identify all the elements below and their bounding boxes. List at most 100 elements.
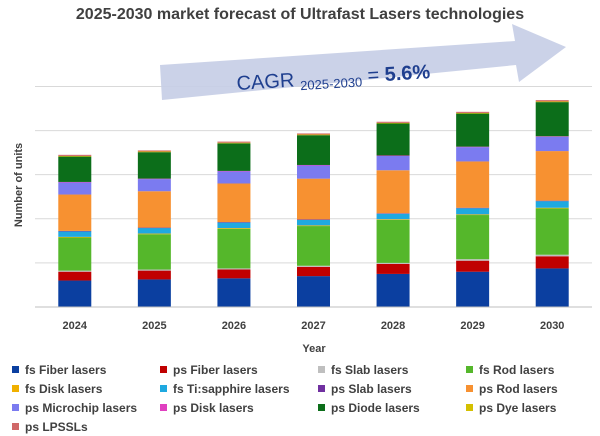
bar-segment [376, 264, 410, 274]
bar-stack-2030 [535, 100, 569, 307]
bar-segment [535, 207, 569, 209]
bar-stack-2027 [297, 133, 330, 308]
bar-segment [535, 136, 569, 152]
bar-segment [535, 151, 569, 201]
x-tick-labels: 2024 2025 2026 2027 2028 2029 2030 [63, 320, 565, 332]
x-tick-label: 2029 [460, 320, 484, 332]
legend-swatch [12, 366, 19, 373]
bar-segment [58, 236, 92, 238]
bar-segment [58, 270, 92, 272]
bar-segment [217, 228, 251, 269]
bar-segment [58, 154, 92, 156]
bar-segment [376, 121, 410, 123]
bar-stack-2024 [58, 154, 92, 307]
bar-segment [376, 262, 410, 264]
bar-segment [137, 233, 171, 235]
bar-segment [137, 270, 171, 280]
bar-segment [376, 155, 410, 171]
bar-segment [456, 260, 490, 272]
legend-label: fs Disk lasers [25, 382, 103, 396]
bar-segment [217, 222, 251, 229]
legend-swatch [466, 404, 473, 411]
legend-item: fs Slab lasers [318, 363, 409, 377]
legend-label: ps Dye lasers [479, 401, 557, 415]
bar-segment [456, 259, 490, 261]
cagr-prefix: CAGR [236, 69, 301, 95]
bar-segment [376, 213, 410, 214]
bar-segment [376, 170, 410, 214]
x-axis-title: Year [302, 343, 326, 355]
bar-segment [217, 143, 251, 171]
legend-label: ps Diode lasers [331, 401, 420, 415]
bar-segment [456, 146, 490, 148]
legend-label: ps Fiber lasers [173, 363, 258, 377]
bar-segment [297, 178, 330, 220]
bar-segment [58, 181, 92, 183]
legend-label: ps Slab lasers [331, 382, 412, 396]
legend-item: ps Fiber lasers [160, 363, 258, 377]
bar-segment [456, 147, 490, 162]
bar-segment [58, 156, 92, 182]
x-tick-label: 2024 [63, 320, 88, 332]
bar-segment [535, 102, 569, 137]
bar-segment [456, 112, 490, 114]
bar-segment [297, 266, 330, 277]
bar-segment [58, 237, 92, 271]
bar-segment [535, 208, 569, 255]
bar-segment [137, 152, 171, 179]
bar-stack-2026 [217, 141, 251, 307]
bar-segment [217, 170, 251, 172]
bar-segment [376, 213, 410, 220]
legend-label: fs Fiber lasers [25, 363, 107, 377]
bar-segment [535, 101, 569, 103]
bar-segment [456, 271, 490, 307]
x-tick-label: 2025 [142, 320, 166, 332]
bar-segment [137, 279, 171, 307]
cagr-arrow: CAGR 2025-2030 = 5.6% [160, 24, 566, 100]
legend-swatch [318, 404, 325, 411]
x-tick-label: 2030 [540, 320, 564, 332]
bar-segment [137, 179, 171, 192]
bar-segment [535, 201, 569, 208]
bar-segment [456, 113, 490, 147]
bar-segment [297, 226, 330, 266]
legend-item: ps Microchip lasers [12, 401, 137, 415]
bar-segment [217, 269, 251, 279]
legend-item: ps Slab lasers [318, 382, 412, 396]
legend-swatch [466, 366, 473, 373]
bar-segment [58, 194, 92, 231]
bar-segment [297, 134, 330, 136]
legend-swatch [160, 366, 167, 373]
bar-segment [217, 142, 251, 144]
bar-segment [297, 225, 330, 227]
bar-segment [535, 100, 569, 102]
bar-segment [58, 230, 92, 232]
bar-segment [297, 133, 330, 135]
bar-segment [137, 191, 171, 228]
bar-segment [376, 273, 410, 307]
legend-label: fs Slab lasers [331, 363, 409, 377]
bar-segment [376, 219, 410, 263]
legend-label: ps Rod lasers [479, 382, 558, 396]
bar-stacks [58, 100, 569, 308]
bar-segment [217, 228, 251, 229]
bar-stack-2025 [137, 150, 171, 307]
bar-segment [535, 254, 569, 257]
bar-segment [297, 165, 330, 179]
bar-segment [217, 183, 251, 223]
legend-swatch [12, 423, 19, 430]
bar-segment [456, 161, 490, 208]
bar-segment [535, 200, 569, 202]
bar-segment [297, 219, 330, 226]
cagr-arrow-shape [160, 24, 566, 100]
legend-item: fs Rod lasers [466, 363, 555, 377]
bar-stack-2028 [376, 121, 410, 307]
bar-segment [376, 219, 410, 220]
bar-segment [535, 136, 569, 137]
bar-segment [137, 234, 171, 270]
legend-item: ps Disk lasers [160, 401, 254, 415]
bar-segment [456, 215, 490, 260]
bar-segment [137, 269, 171, 271]
legend-item: ps Dye lasers [466, 401, 557, 415]
